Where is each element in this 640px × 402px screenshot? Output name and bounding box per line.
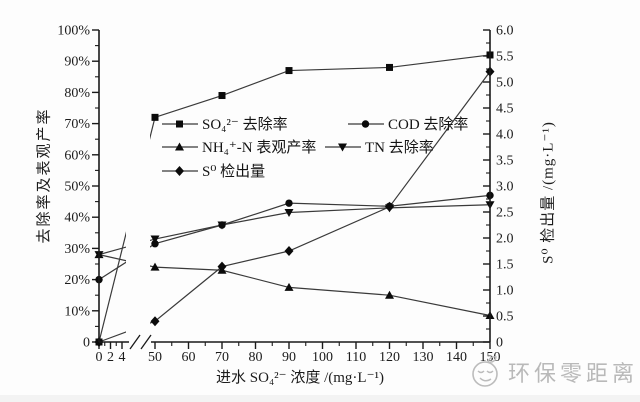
square-marker-icon: [162, 120, 198, 127]
point-nh4-yield: [150, 262, 160, 271]
y-left-tick-label: 10%: [64, 304, 90, 319]
tick-marks: [92, 29, 491, 349]
y-right-tick-label: 2.5: [496, 206, 514, 221]
point-so4-removal: [386, 63, 393, 71]
y-right-tick-label: 3.0: [496, 180, 514, 195]
x-tick-label: 120: [379, 350, 400, 365]
legend-item-cod-removal: COD 去除率: [348, 113, 468, 134]
y-right-tick-label: 6.0: [496, 24, 514, 39]
point-s0-detected: [385, 201, 394, 212]
y-left-tick-label: 80%: [64, 86, 90, 101]
y-right-tick-label: 2.0: [496, 232, 514, 247]
point-cod-removal: [285, 199, 293, 207]
y-left-tick-label: 20%: [64, 273, 90, 288]
triangle-up-marker-icon: [162, 142, 198, 150]
x-axis-title: 进水 SO₄²⁻ 浓度 /(mg·L⁻¹): [216, 370, 384, 386]
watermark: 环保零距离: [468, 354, 638, 390]
y-left-tick-label: 50%: [64, 180, 90, 195]
point-s0-detected: [217, 261, 227, 272]
y-left-tick-label: 40%: [64, 211, 90, 226]
x-tick-label: 0: [96, 350, 103, 365]
legend-label: NH₄⁺-N 表观产率: [202, 140, 317, 156]
point-nh4-yield: [385, 290, 394, 299]
point-tn-removal: [217, 221, 227, 230]
y-right-tick-label: 4.0: [496, 128, 514, 143]
x-tick-label: 70: [215, 350, 229, 365]
watermark-text: 环保零距离: [508, 361, 639, 386]
legend-label: S⁰ 检出量: [202, 164, 266, 180]
x-tick-label: 130: [413, 350, 434, 365]
break-slash-icon: [129, 334, 141, 350]
x-tick-label: 140: [446, 350, 467, 365]
point-s0-detected: [150, 316, 160, 327]
y-left-tick-label: 100%: [57, 24, 90, 39]
y-left-tick-label: 90%: [64, 55, 90, 70]
circle-marker-icon: [348, 119, 384, 128]
x-axis-break: [129, 334, 152, 350]
y-right-tick-label: 0.5: [496, 310, 514, 325]
break-gap: [129, 335, 151, 348]
y-left-tick-label: 30%: [64, 242, 90, 257]
y-left-tick-label: 0: [83, 336, 90, 351]
point-so4-removal: [218, 92, 226, 100]
y-right-tick-label: 5.5: [496, 50, 514, 65]
legend-label: TN 去除率: [365, 140, 434, 156]
legend-item-so4-removal: SO₄²⁻ 去除率: [162, 113, 288, 134]
point-s0-detected: [284, 246, 294, 256]
triangle-down-marker-icon: [325, 143, 361, 151]
series-lines: [98, 54, 491, 343]
x-tick-label: 60: [182, 350, 196, 365]
y-right-tick-label: 1.5: [496, 258, 514, 273]
series-line-so4-removal: [98, 54, 491, 343]
point-tn-removal: [150, 235, 160, 244]
point-so4-removal: [285, 67, 293, 75]
y-right-tick-label: 5.0: [496, 76, 514, 91]
y-right-tick-label: 4.5: [496, 102, 514, 117]
break-slash-icon: [140, 334, 152, 350]
smiley-face-logo-icon: [472, 356, 498, 387]
legend-item-tn-removal: TN 去除率: [325, 136, 434, 157]
legend-label: SO₄²⁻ 去除率: [202, 117, 288, 133]
y-right-tick-label: 3.5: [496, 154, 514, 169]
legend-item-s0-detected: S⁰ 检出量: [162, 160, 265, 181]
series-line-tn-removal: [98, 204, 491, 256]
legend-label: COD 去除率: [388, 117, 469, 133]
y-left-tick-label: 70%: [64, 117, 90, 132]
left-axis-title: 去除率及表观产率: [36, 107, 53, 244]
x-tick-label: 100: [312, 350, 333, 365]
x-tick-label: 50: [148, 350, 162, 365]
series-markers: [94, 51, 495, 347]
x-tick-label: 110: [346, 350, 366, 365]
x-tick-label: 4: [119, 350, 126, 365]
tick-labels: 0 2 4 50 60 70 80 90 100 110 120 130 140 150010%20%30…: [57, 24, 513, 366]
right-axis-title: S⁰ 检出量 /(mg·L⁻¹): [540, 121, 557, 264]
y-right-tick-label: 0: [496, 336, 503, 351]
x-tick-label: 90: [282, 350, 296, 365]
axis-break-band: [126, 35, 150, 335]
series-line-nh4-yield: [98, 254, 491, 317]
y-right-tick-label: 1.0: [496, 284, 514, 299]
point-cod-removal: [151, 240, 159, 248]
point-tn-removal: [284, 209, 294, 218]
point-so4-removal: [151, 113, 159, 121]
axes: [98, 30, 491, 343]
x-tick-label: 80: [249, 350, 263, 365]
image-bottom-border: [0, 395, 640, 402]
x-tick-label: 2: [107, 350, 114, 365]
diamond-marker-icon: [162, 165, 198, 176]
point-nh4-yield: [284, 282, 294, 291]
y-left-tick-label: 60%: [64, 148, 90, 163]
legend-item-nh4-yield: NH₄⁺-N 表观产率: [162, 136, 316, 157]
